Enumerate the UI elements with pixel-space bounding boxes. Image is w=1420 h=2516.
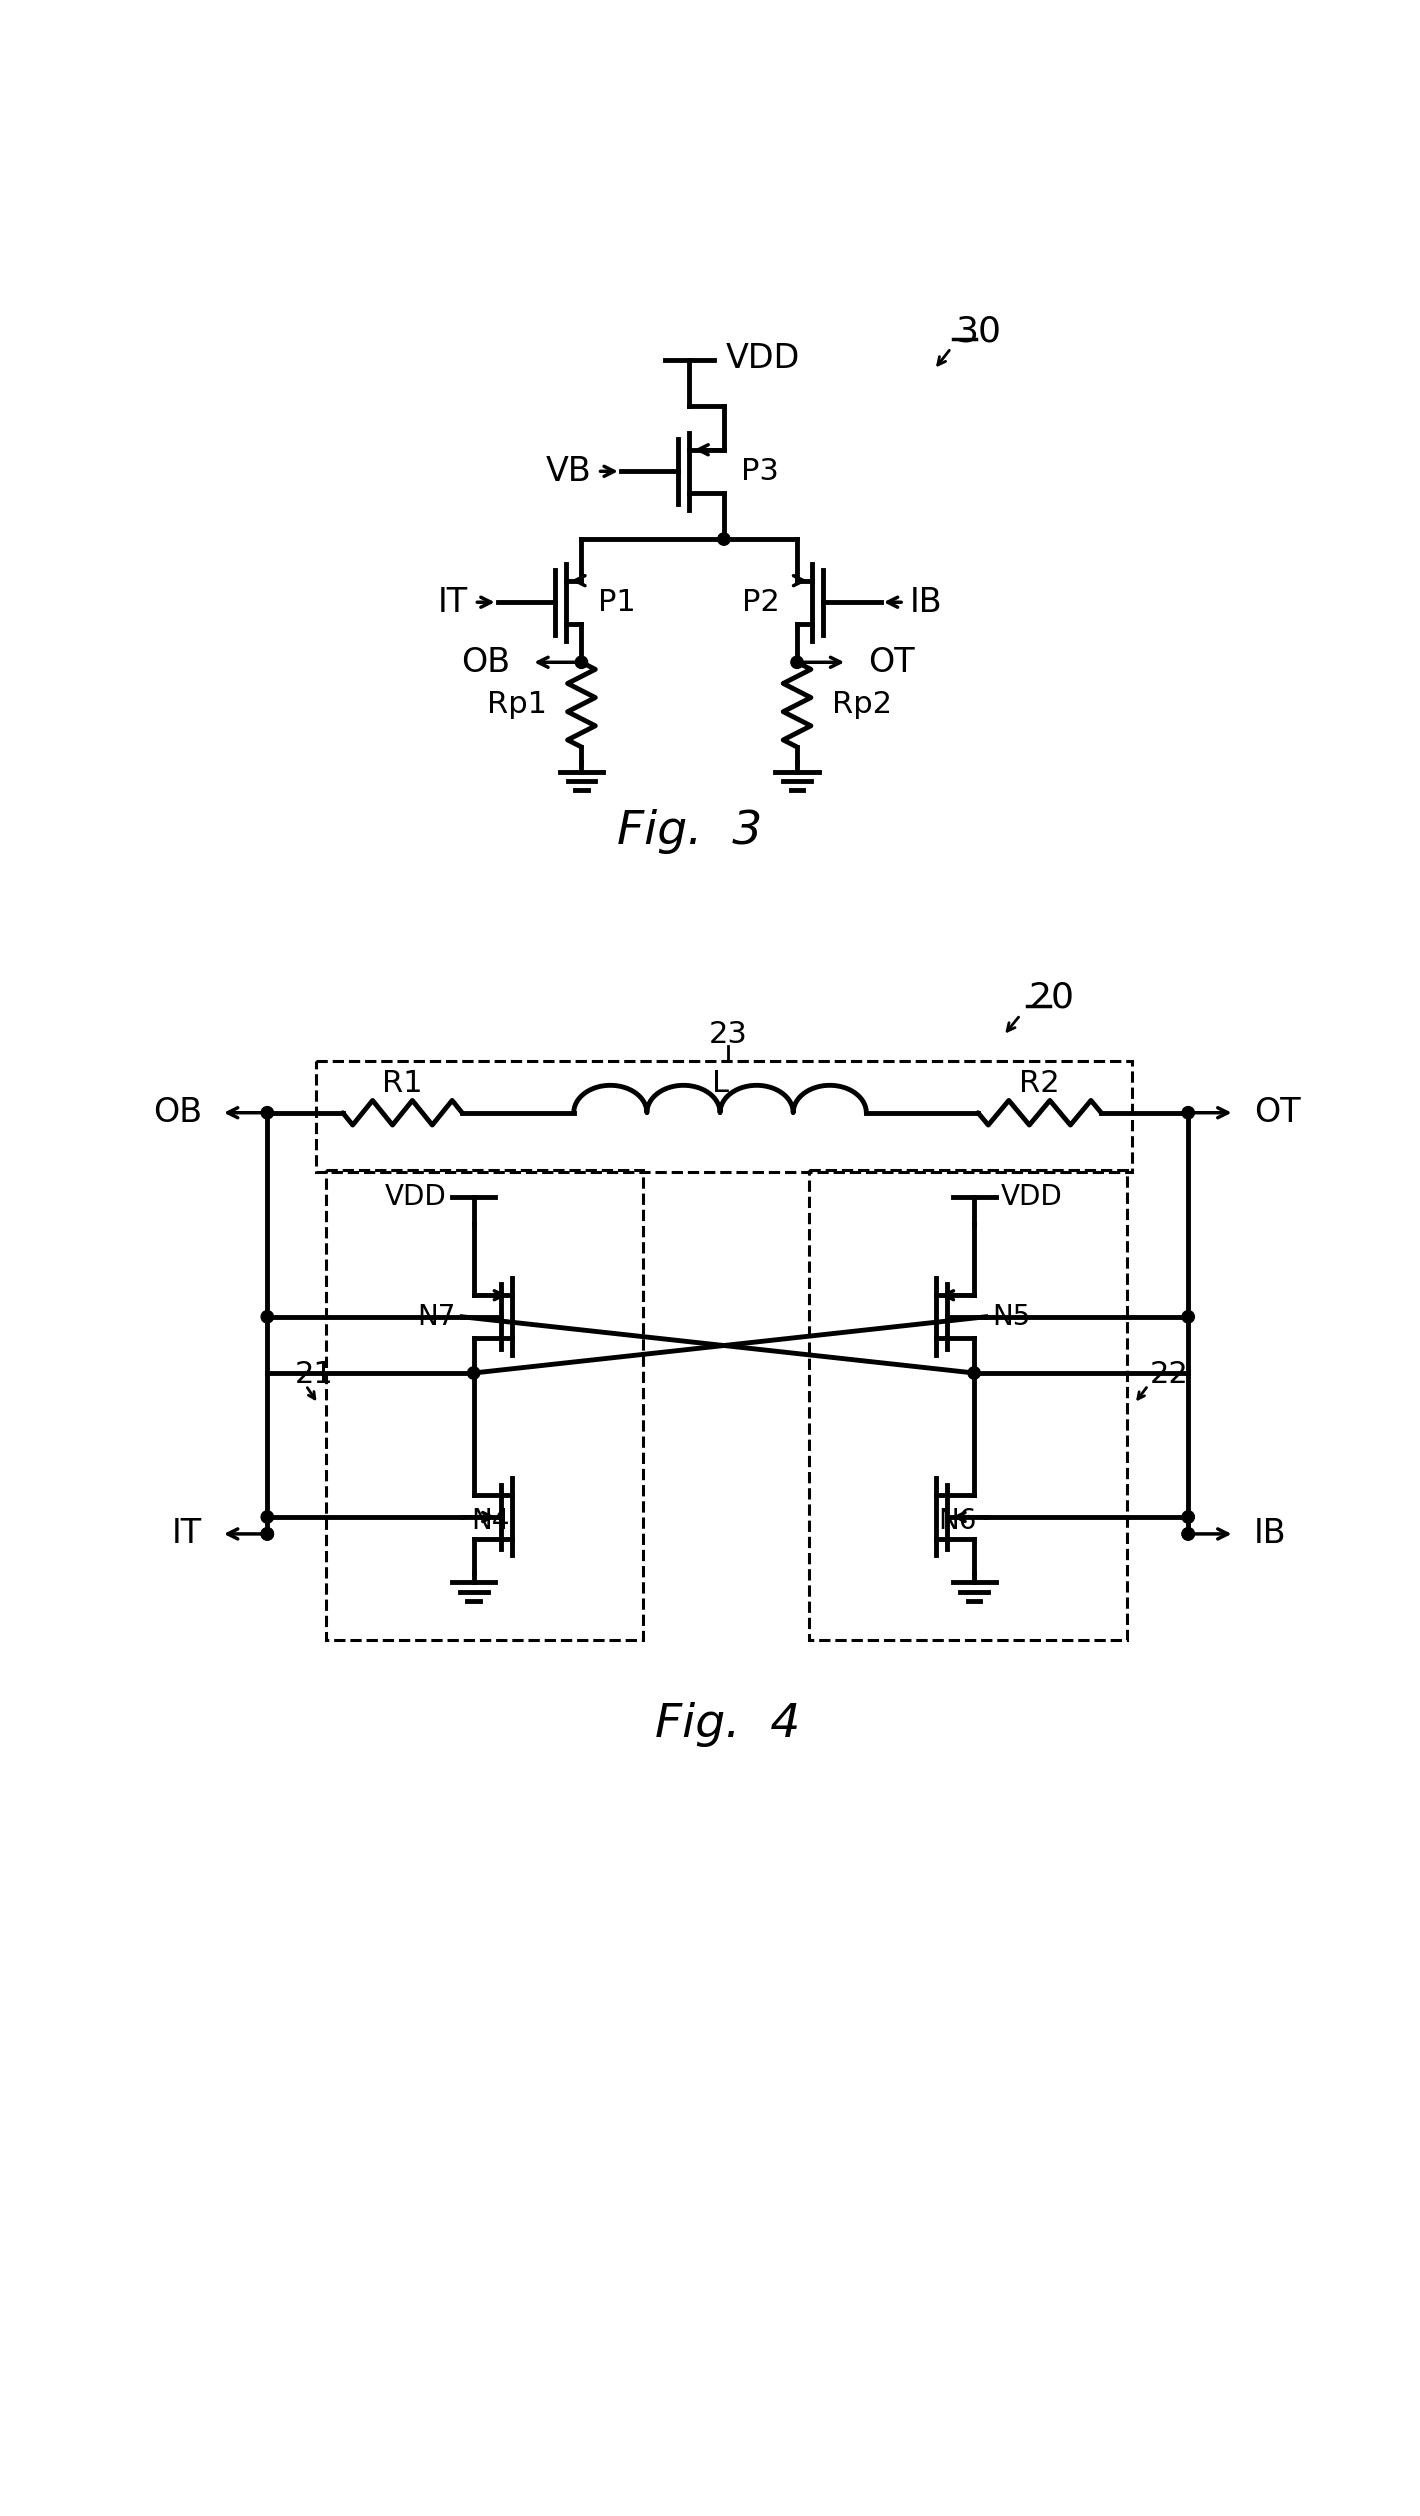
Text: 21: 21 (295, 1361, 334, 1389)
Circle shape (968, 1366, 980, 1379)
Text: N7: N7 (417, 1303, 456, 1331)
Text: VDD: VDD (1001, 1183, 1062, 1210)
Circle shape (1181, 1107, 1194, 1120)
Text: Fig.  4: Fig. 4 (655, 1703, 801, 1749)
Text: Fig.  3: Fig. 3 (616, 810, 763, 853)
Text: P2: P2 (743, 589, 780, 616)
Circle shape (575, 657, 588, 669)
Text: IT: IT (172, 1517, 202, 1550)
Text: 23: 23 (709, 1019, 747, 1049)
Text: VDD: VDD (385, 1183, 447, 1210)
Text: Rp1: Rp1 (487, 689, 547, 720)
Text: R1: R1 (382, 1069, 423, 1097)
Circle shape (1181, 1527, 1194, 1540)
Text: R2: R2 (1020, 1069, 1059, 1097)
Circle shape (261, 1527, 274, 1540)
Text: IB: IB (910, 586, 943, 619)
Text: N4: N4 (471, 1507, 510, 1535)
Circle shape (1181, 1311, 1194, 1323)
Text: N5: N5 (991, 1303, 1031, 1331)
Text: P3: P3 (741, 458, 778, 486)
Text: OB: OB (462, 647, 511, 679)
Text: Rp2: Rp2 (832, 689, 892, 720)
Circle shape (1181, 1510, 1194, 1522)
Text: OT: OT (1254, 1097, 1301, 1130)
Text: VB: VB (545, 455, 592, 488)
Circle shape (791, 657, 804, 669)
Circle shape (261, 1510, 274, 1522)
Text: OT: OT (868, 647, 914, 679)
Text: OB: OB (153, 1097, 202, 1130)
Bar (808, 1170, 1126, 1640)
Text: VDD: VDD (726, 342, 801, 375)
Text: 22: 22 (1150, 1361, 1189, 1389)
Bar (315, 1062, 1132, 1172)
Text: 30: 30 (954, 314, 1001, 347)
Circle shape (1181, 1527, 1194, 1540)
Text: IB: IB (1254, 1517, 1287, 1550)
Circle shape (261, 1107, 274, 1120)
Text: P1: P1 (598, 589, 636, 616)
Text: N6: N6 (939, 1507, 977, 1535)
Circle shape (467, 1366, 480, 1379)
Circle shape (717, 533, 730, 546)
Text: L: L (711, 1069, 728, 1097)
Text: 20: 20 (1028, 981, 1074, 1014)
Circle shape (261, 1311, 274, 1323)
Text: IT: IT (439, 586, 469, 619)
Bar (325, 1170, 643, 1640)
Circle shape (261, 1527, 274, 1540)
